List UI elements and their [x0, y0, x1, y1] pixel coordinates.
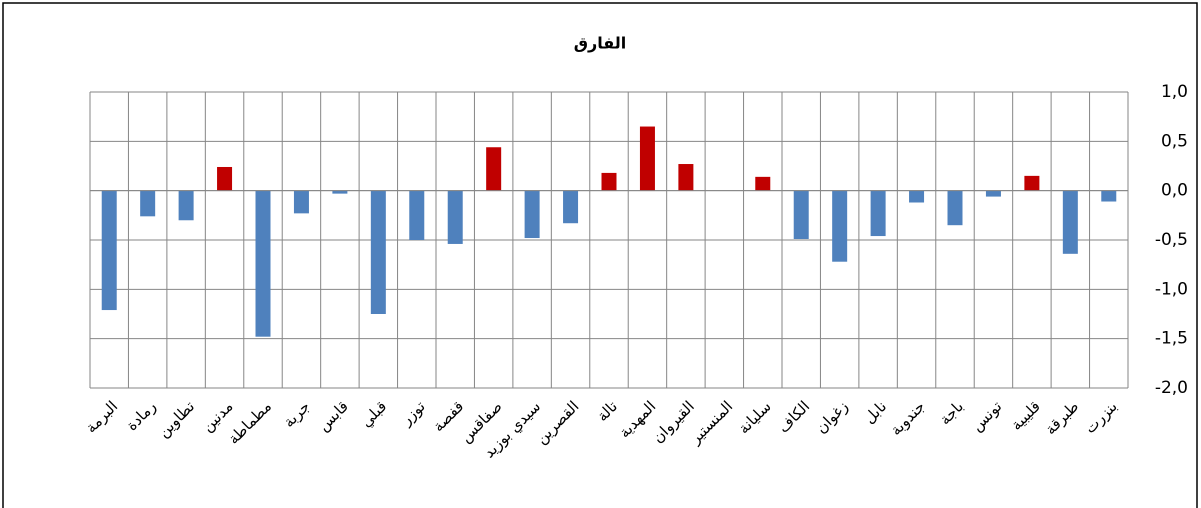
bar	[370, 190, 386, 314]
bar	[293, 190, 309, 214]
bar	[409, 190, 425, 240]
bar	[639, 126, 655, 191]
bar	[255, 190, 271, 337]
chart-title: الفارق	[574, 34, 627, 53]
y-tick-label: -1,0	[1155, 279, 1188, 299]
bar	[678, 164, 694, 191]
y-tick-label: -0,5	[1155, 230, 1188, 250]
bar	[985, 190, 1001, 197]
bar	[563, 190, 579, 224]
bar	[909, 190, 925, 203]
y-tick-label: -2,0	[1155, 378, 1188, 398]
y-tick-label: -1,5	[1155, 329, 1188, 349]
bar	[793, 190, 809, 240]
bar	[332, 190, 348, 194]
bar	[755, 176, 771, 191]
bar	[486, 147, 502, 191]
bar	[140, 190, 156, 217]
bar	[178, 190, 194, 221]
bar	[1024, 175, 1040, 191]
bar	[524, 190, 540, 239]
bar	[832, 190, 848, 262]
bar	[601, 172, 617, 191]
bar	[870, 190, 886, 237]
bar	[1062, 190, 1078, 254]
bar	[1101, 190, 1117, 202]
bar	[447, 190, 463, 244]
bar	[101, 190, 117, 311]
bar	[947, 190, 963, 226]
y-tick-label: 0,5	[1161, 131, 1188, 151]
y-tick-label: 1,0	[1161, 82, 1188, 102]
y-tick-label: 0,0	[1161, 181, 1188, 201]
bar	[217, 166, 233, 191]
